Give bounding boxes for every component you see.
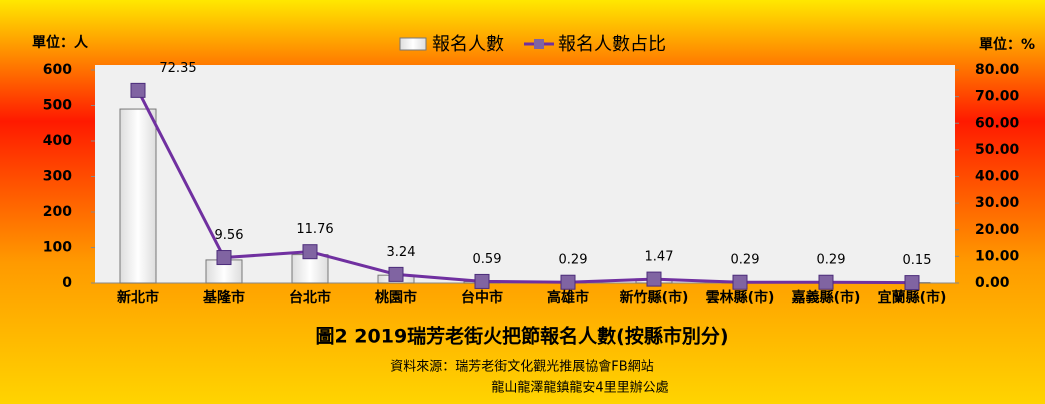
marker xyxy=(131,83,145,97)
y2-tick-label: 50.00 xyxy=(975,142,1020,158)
data-label: 11.76 xyxy=(296,222,333,237)
data-label: 0.29 xyxy=(731,253,760,268)
x-tick-label: 新竹縣(市) xyxy=(620,289,689,306)
marker xyxy=(819,275,833,289)
y-tick-label: 0 xyxy=(62,275,72,291)
x-tick-label: 高雄市 xyxy=(547,289,589,306)
marker xyxy=(303,245,317,259)
y2-tick-label: 70.00 xyxy=(975,89,1020,105)
x-tick-label: 台北市 xyxy=(289,289,331,306)
legend-swatch xyxy=(534,39,544,49)
y-tick-label: 100 xyxy=(43,240,72,256)
data-label: 1.47 xyxy=(645,250,674,265)
x-tick-label: 宜蘭縣(市) xyxy=(878,289,947,306)
chart: 單位：人 單位：% 圖2 2019瑞芳老街火把節報名人數(按縣市別分) 資料來源… xyxy=(0,0,1045,404)
data-label: 0.15 xyxy=(903,253,932,268)
data-label: 0.59 xyxy=(473,252,502,267)
data-label: 9.56 xyxy=(215,228,244,243)
legend-swatch xyxy=(400,38,426,50)
y2-tick-label: 0.00 xyxy=(975,275,1010,291)
marker xyxy=(733,275,747,289)
y-tick-label: 400 xyxy=(43,133,72,149)
y2-tick-label: 60.00 xyxy=(975,115,1020,131)
y-tick-label: 300 xyxy=(43,169,72,185)
marker xyxy=(389,267,403,281)
y2-tick-label: 40.00 xyxy=(975,169,1020,185)
y2-tick-label: 20.00 xyxy=(975,222,1020,238)
y-tick-label: 600 xyxy=(43,62,72,78)
x-tick-label: 嘉義縣(市) xyxy=(791,289,861,306)
marker xyxy=(217,251,231,265)
y-unit: 單位：人 xyxy=(32,34,89,51)
x-tick-label: 雲林縣(市) xyxy=(706,289,775,306)
y2-unit: 單位：% xyxy=(979,36,1035,53)
x-tick-label: 基隆市 xyxy=(203,289,245,306)
marker xyxy=(475,274,489,288)
data-label: 72.35 xyxy=(159,61,196,76)
x-tick-label: 桃園市 xyxy=(375,289,417,306)
x-tick-label: 台中市 xyxy=(461,289,503,306)
y2-tick-label: 80.00 xyxy=(975,62,1020,78)
source: 龍山龍澤龍鎮龍安4里里辦公處 xyxy=(491,380,668,396)
legend-label: 報名人數占比 xyxy=(558,34,666,55)
source: 資料來源：瑞芳老街文化觀光推展協會FB網站 xyxy=(390,360,653,375)
legend-label: 報名人數 xyxy=(432,34,504,55)
y-tick-label: 500 xyxy=(43,98,72,114)
chart-title: 圖2 2019瑞芳老街火把節報名人數(按縣市別分) xyxy=(315,325,728,348)
x-tick-label: 新北市 xyxy=(117,289,159,306)
data-label: 3.24 xyxy=(387,245,416,260)
data-label: 0.29 xyxy=(817,253,846,268)
y2-tick-label: 30.00 xyxy=(975,195,1020,211)
marker xyxy=(647,272,661,286)
marker xyxy=(561,275,575,289)
data-label: 0.29 xyxy=(559,253,588,268)
y-tick-label: 200 xyxy=(43,204,72,220)
bar xyxy=(120,109,156,283)
y2-tick-label: 10.00 xyxy=(975,248,1020,264)
marker xyxy=(905,276,919,290)
